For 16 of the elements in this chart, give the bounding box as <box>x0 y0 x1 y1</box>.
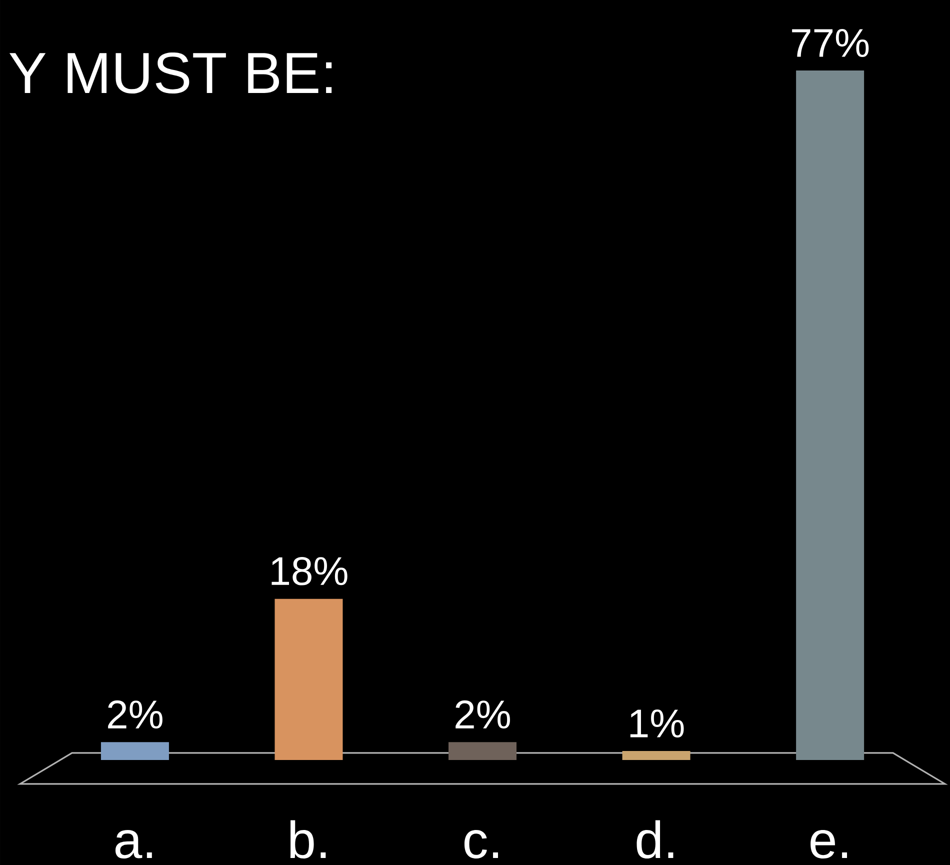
x-tick-label: e. <box>810 830 847 858</box>
x-tick-label: c. <box>464 830 498 858</box>
data-label: 2% <box>456 700 510 729</box>
bar <box>622 751 690 760</box>
bar <box>100 742 169 760</box>
data-label: 2% <box>108 700 162 729</box>
x-tick-label: d. <box>636 820 674 858</box>
bar <box>796 70 864 760</box>
x-tick-label: a. <box>115 830 152 858</box>
bar <box>274 598 343 760</box>
x-tick-label: b. <box>290 820 326 858</box>
chart-title: Y MUST BE: <box>9 52 332 94</box>
bar <box>448 742 517 760</box>
data-label: 18% <box>272 556 348 586</box>
data-label: 77% <box>792 29 869 58</box>
data-label: 1% <box>630 710 684 738</box>
